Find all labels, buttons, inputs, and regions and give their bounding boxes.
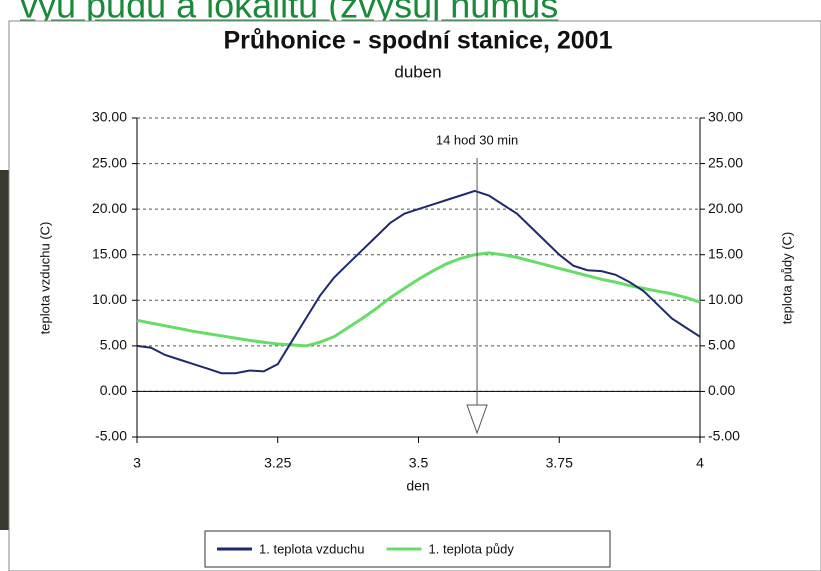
y-tick-label: 15.00 <box>92 245 127 261</box>
y2-tick-label: 5.00 <box>708 337 735 353</box>
y2-tick-label: 15.00 <box>708 245 743 261</box>
x-tick-label: 4 <box>696 455 704 471</box>
y2-tick-label: 25.00 <box>708 154 743 170</box>
y-tick-label: 10.00 <box>92 291 127 307</box>
chart-title: Průhonice - spodní stanice, 2001 <box>223 27 612 55</box>
series-line <box>136 251 701 348</box>
x-tick-label: 3.75 <box>546 455 573 471</box>
y-axis-label: teplota vzduchu (C) <box>37 222 52 335</box>
y-tick-label: 30.00 <box>92 109 127 125</box>
y2-tick-label: 0.00 <box>708 382 735 398</box>
y2-tick-label: -5.00 <box>708 428 740 444</box>
y-tick-label: 5.00 <box>100 337 127 353</box>
y2-axis-label: teplota půdy (C) <box>779 232 794 325</box>
y-tick-label: -5.00 <box>95 428 127 444</box>
annotation-arrow <box>466 404 488 435</box>
y2-tick-label: 10.00 <box>708 291 743 307</box>
annotation-label: 14 hod 30 min <box>436 132 518 147</box>
chart-subtitle: duben <box>394 62 441 81</box>
x-axis-label: den <box>406 478 429 494</box>
photo-edge <box>0 170 9 530</box>
y-tick-label: 0.00 <box>100 382 127 398</box>
x-tick-label: 3.5 <box>409 455 429 471</box>
x-tick-label: 3.25 <box>264 455 291 471</box>
legend-label: 1. teplota vzduchu <box>259 541 365 556</box>
legend-label: 1. teplota půdy <box>429 541 515 556</box>
y-tick-label: 25.00 <box>92 154 127 170</box>
x-tick-label: 3 <box>133 455 141 471</box>
series-line <box>136 189 701 375</box>
y2-tick-label: 20.00 <box>708 200 743 216</box>
y-tick-label: 20.00 <box>92 200 127 216</box>
y2-tick-label: 30.00 <box>708 109 743 125</box>
